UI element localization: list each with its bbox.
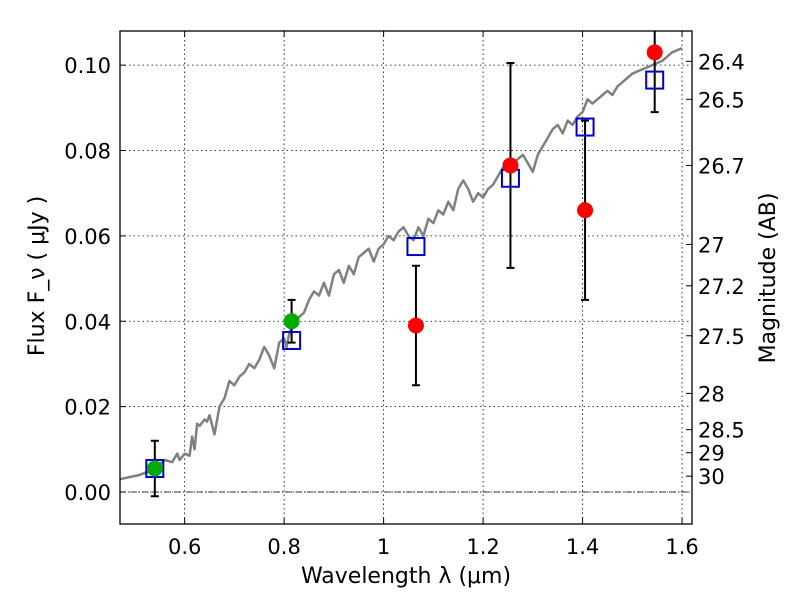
y-tick-label: 0.06 [64, 225, 111, 249]
y-tick-label: 0.08 [64, 140, 111, 164]
y-tick-label: 0.02 [64, 396, 111, 420]
right-tick-label: 28 [698, 382, 725, 406]
axis-ticks: 0.6 0.8 1 1.2 1.4 1.6 0.00 0.02 0.04 0.06 0.08 0.10… [64, 31, 745, 559]
data-markers [145, 44, 665, 479]
red-data-point [407, 317, 424, 334]
red-data-point [577, 202, 594, 219]
x-tick-label: 0.6 [168, 535, 201, 559]
model-sed-group [119, 46, 683, 481]
right-tick-label: 27.2 [698, 275, 745, 299]
model-band-square [645, 70, 665, 90]
right-tick-label: 27.5 [698, 325, 745, 349]
y-axis-label-left: Flux F_ν ( μJy ) [25, 196, 50, 356]
right-tick-label: 29 [698, 442, 725, 466]
right-tick-label: 26.5 [698, 88, 745, 112]
grid [120, 31, 692, 524]
y-tick-label: 0.00 [64, 481, 111, 505]
plot-frame [119, 30, 693, 525]
x-tick-label: 1.6 [665, 535, 698, 559]
green-data-point [283, 313, 300, 330]
x-axis-label: Wavelength λ (μm) [301, 564, 511, 589]
red-data-point [502, 157, 519, 174]
model-band-square [282, 330, 302, 350]
x-tick-label: 0.8 [267, 535, 300, 559]
axes-frame [119, 30, 693, 525]
right-tick-label: 28.5 [698, 419, 745, 443]
x-tick-label: 1 [377, 535, 390, 559]
right-tick-label: 30 [698, 465, 725, 489]
red-data-point [646, 44, 663, 61]
green-data-point [146, 460, 163, 477]
model-band-square [145, 459, 165, 479]
x-tick-label: 1.4 [566, 535, 599, 559]
y-tick-label: 0.04 [64, 310, 111, 334]
right-tick-label: 27 [698, 233, 725, 257]
y-tick-label: 0.10 [64, 54, 111, 78]
right-tick-label: 26.4 [698, 50, 745, 74]
x-tick-label: 1.2 [466, 535, 499, 559]
model-band-square [406, 237, 426, 257]
model-band-square [575, 117, 595, 137]
y-axis-label-right: Magnitude (AB) [756, 193, 781, 364]
model-sed-line [119, 46, 683, 481]
right-tick-label: 26.7 [698, 154, 745, 178]
